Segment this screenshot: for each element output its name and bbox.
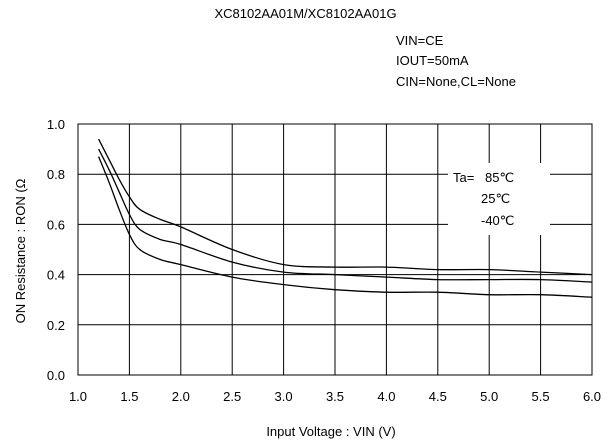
legend-background: [448, 163, 550, 235]
y-tick-label: 0.2: [47, 318, 65, 333]
x-tick-label: 1.0: [69, 389, 87, 404]
y-tick-label: 0.6: [47, 217, 65, 232]
x-tick-label: 5.0: [480, 389, 498, 404]
x-tick-label: 6.0: [583, 389, 601, 404]
x-tick-label: 2.5: [223, 389, 241, 404]
y-tick-label: 0.8: [47, 167, 65, 182]
series-minus40c-line: [97, 156, 593, 298]
grid: [78, 124, 592, 375]
series-25c-line: [98, 148, 593, 283]
y-tick-label: 0.4: [47, 268, 65, 283]
x-tick-label: 3.0: [275, 389, 293, 404]
y-tick-labels: 0.0 0.2 0.4 0.6 0.8 1.0: [47, 117, 65, 383]
plot-frame: [77, 123, 593, 376]
y-tick-label: 1.0: [47, 117, 65, 132]
condition-vin: VIN=CE: [396, 33, 444, 48]
legend-entry-85c: 85℃: [485, 170, 514, 185]
x-tick-label: 1.5: [120, 389, 138, 404]
x-tick-label: 4.0: [377, 389, 395, 404]
series-85c-line: [98, 138, 593, 276]
series-group: [97, 138, 593, 298]
legend-entry-25c: 25℃: [481, 191, 510, 206]
legend-title: Ta=: [453, 170, 474, 185]
x-axis-label: Input Voltage : VIN (V): [266, 424, 395, 439]
x-tick-label: 5.5: [532, 389, 550, 404]
condition-iout: IOUT=50mA: [396, 53, 469, 68]
legend-entry-minus40c: -40℃: [481, 213, 514, 228]
x-tick-label: 4.5: [429, 389, 447, 404]
x-tick-label: 3.5: [326, 389, 344, 404]
x-tick-labels: 1.0 1.5 2.0 2.5 3.0 3.5 4.0 4.5 5.0 5.5 6.0: [69, 389, 601, 404]
y-axis-label: ON Resistance : RON (Ω: [13, 178, 28, 323]
condition-cin-cl: CIN=None,CL=None: [396, 74, 516, 89]
x-tick-label: 2.0: [172, 389, 190, 404]
chart-title: XC8102AA01M/XC8102AA01G: [214, 6, 397, 21]
y-tick-label: 0.0: [47, 368, 65, 383]
